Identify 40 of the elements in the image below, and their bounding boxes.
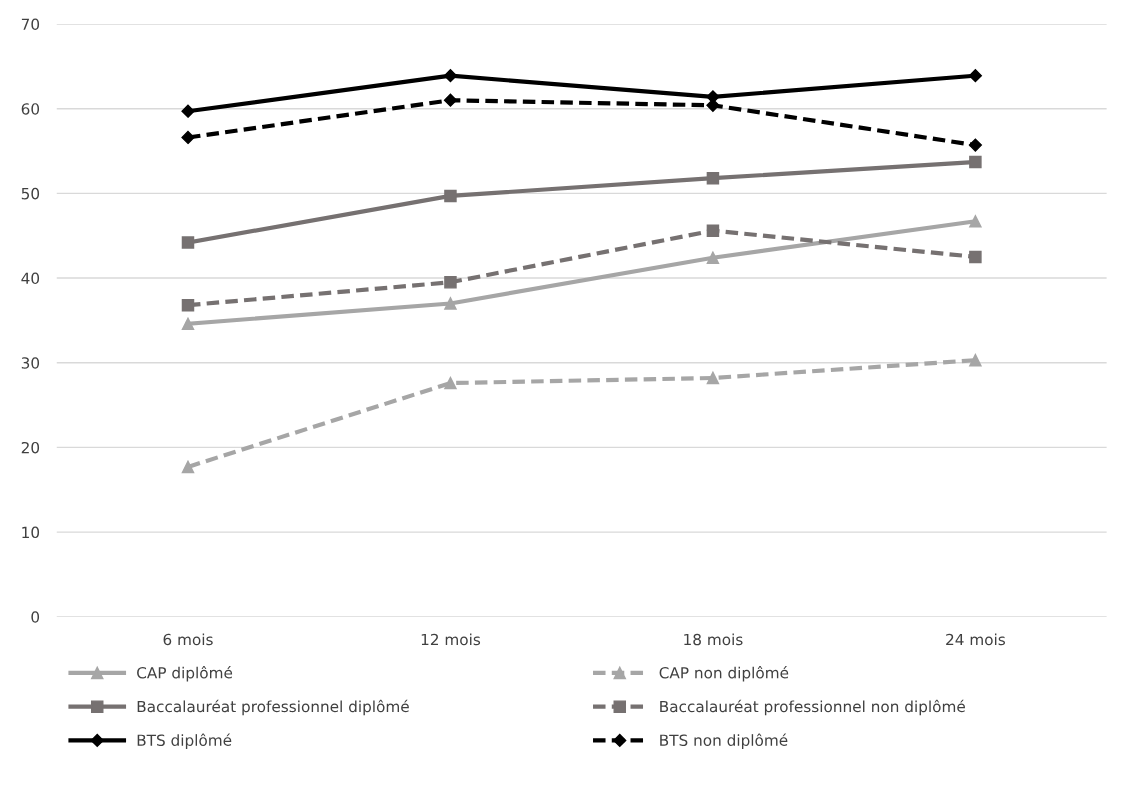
point [444, 297, 457, 310]
point [969, 215, 982, 228]
x-tick-label: 12 mois [421, 633, 481, 646]
point [443, 69, 458, 83]
x-tick-label: 18 mois [684, 633, 743, 646]
x-tick-label: 24 mois [946, 633, 1006, 646]
y-tick-label: 50 [21, 187, 40, 200]
point [969, 250, 982, 264]
point [706, 371, 720, 385]
y-tick-label: 20 [21, 441, 40, 454]
y-tick-label: 40 [21, 272, 40, 285]
legend-label: CAP non diplômé [659, 666, 789, 682]
point [968, 138, 982, 152]
y-tick-label: 70 [21, 18, 40, 31]
point [706, 251, 720, 264]
legend-label: Baccalauréat professionnel non diplômé [660, 699, 965, 716]
point [968, 69, 982, 83]
y-tick-label: 60 [21, 103, 40, 115]
x-tick-label: 6 mois [163, 633, 213, 646]
point [181, 317, 195, 331]
legend-label: Baccalauréat professionnel diplômé [137, 699, 409, 716]
point [706, 224, 720, 237]
point [969, 155, 982, 169]
point [969, 353, 982, 367]
point [181, 298, 195, 312]
point [181, 130, 195, 145]
point [181, 104, 195, 118]
y-tick-label: 0 [31, 611, 40, 623]
legend-label: BTS non diplômé [660, 733, 788, 749]
legend-label: CAP diplômé [137, 666, 233, 682]
legend-label: BTS diplômé [137, 733, 232, 749]
point [181, 460, 195, 474]
point [706, 171, 720, 185]
point [444, 376, 457, 390]
point [444, 276, 457, 289]
y-tick-label: 10 [22, 526, 40, 539]
point [181, 236, 195, 249]
point [444, 189, 457, 203]
point [443, 93, 458, 107]
y-tick-label: 30 [21, 357, 40, 369]
